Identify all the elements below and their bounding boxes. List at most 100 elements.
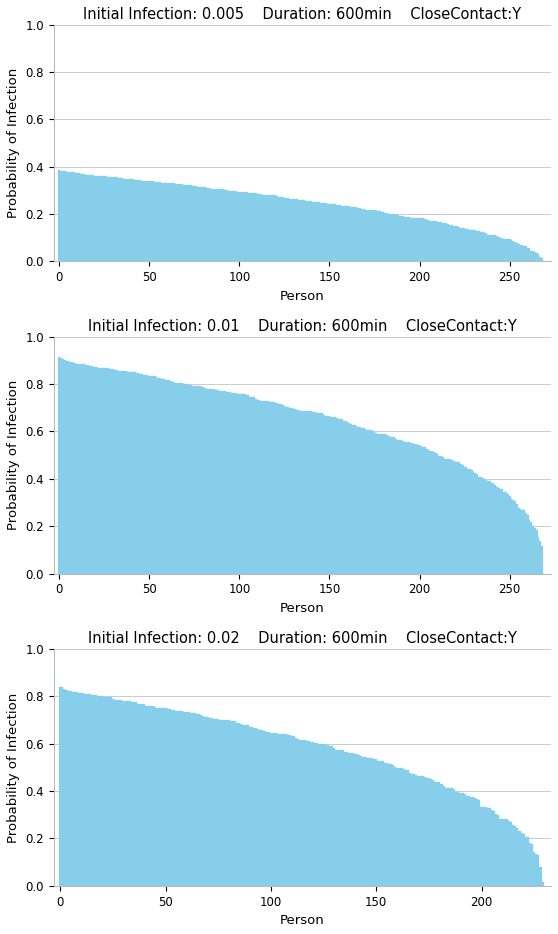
Bar [388,764,390,885]
Bar [427,450,430,573]
Bar [283,405,285,573]
Bar [459,793,461,885]
Bar [320,413,321,573]
Bar [62,171,64,262]
Bar [490,235,493,262]
Bar [453,788,455,885]
Bar [430,779,432,885]
Bar [464,229,465,262]
Bar [238,394,240,573]
Bar [219,189,220,262]
Bar [426,219,427,262]
Bar [466,796,468,885]
Bar [287,407,289,573]
Bar [249,727,251,885]
Bar [413,774,415,885]
Bar [258,400,260,573]
Bar [107,369,109,573]
Bar [63,688,65,885]
Title: Initial Infection: 0.005    Duration: 600min    CloseContact:Y: Initial Infection: 0.005 Duration: 600mi… [83,7,522,21]
Bar [275,195,276,262]
Bar [198,714,200,885]
Bar [206,189,208,262]
Bar [271,402,273,573]
Bar [266,732,268,885]
Bar [220,390,222,573]
Bar [496,487,498,573]
Bar [87,365,89,573]
Bar [116,177,118,262]
Bar [485,480,487,573]
Bar [228,720,230,885]
Bar [480,807,483,885]
Bar [527,838,529,885]
Bar [291,408,292,573]
Bar [156,708,158,885]
Bar [204,188,206,262]
Bar [493,812,495,885]
Bar [65,361,68,573]
Bar [272,733,274,885]
Bar [147,180,148,262]
Bar [95,696,97,885]
Bar [244,192,246,262]
Bar [259,729,261,885]
Bar [150,706,152,885]
Bar [404,217,406,262]
Bar [276,196,278,262]
Bar [363,429,364,573]
Bar [424,777,426,885]
Bar [293,736,295,885]
Bar [232,392,233,573]
Bar [523,246,525,262]
Bar [270,732,272,885]
Bar [282,197,283,262]
Bar [105,368,107,573]
Bar [320,203,321,262]
Bar [127,701,129,885]
Bar [395,215,397,262]
Bar [483,479,485,573]
Bar [371,758,373,885]
Bar [523,834,525,885]
Bar [203,388,204,573]
Title: Initial Infection: 0.02    Duration: 600min    CloseContact:Y: Initial Infection: 0.02 Duration: 600min… [88,631,517,646]
Bar [109,177,110,262]
Bar [442,457,444,573]
Bar [80,364,82,573]
Bar [530,251,532,262]
Bar [494,235,496,262]
Bar [542,882,543,885]
Bar [409,772,411,885]
Bar [244,726,247,885]
Bar [316,743,318,885]
Bar [458,462,460,573]
Bar [137,703,139,885]
Bar [417,446,418,573]
Bar [468,797,470,885]
Bar [449,225,451,262]
Bar [118,371,119,573]
Bar [100,368,102,573]
Bar [110,369,112,573]
Bar [329,746,331,885]
Bar [282,734,285,885]
Bar [420,776,421,885]
Bar [215,189,217,262]
Bar [171,710,173,885]
Bar [238,723,240,885]
Bar [431,451,433,573]
Bar [161,182,163,262]
Bar [455,226,456,262]
Bar [300,200,301,262]
Bar [339,418,341,573]
Bar [59,357,60,573]
Bar [264,194,266,262]
Bar [373,759,375,885]
Bar [447,788,449,885]
Bar [527,515,528,573]
Bar [170,183,172,262]
Bar [64,171,65,262]
Bar [318,743,320,885]
Bar [287,734,288,885]
